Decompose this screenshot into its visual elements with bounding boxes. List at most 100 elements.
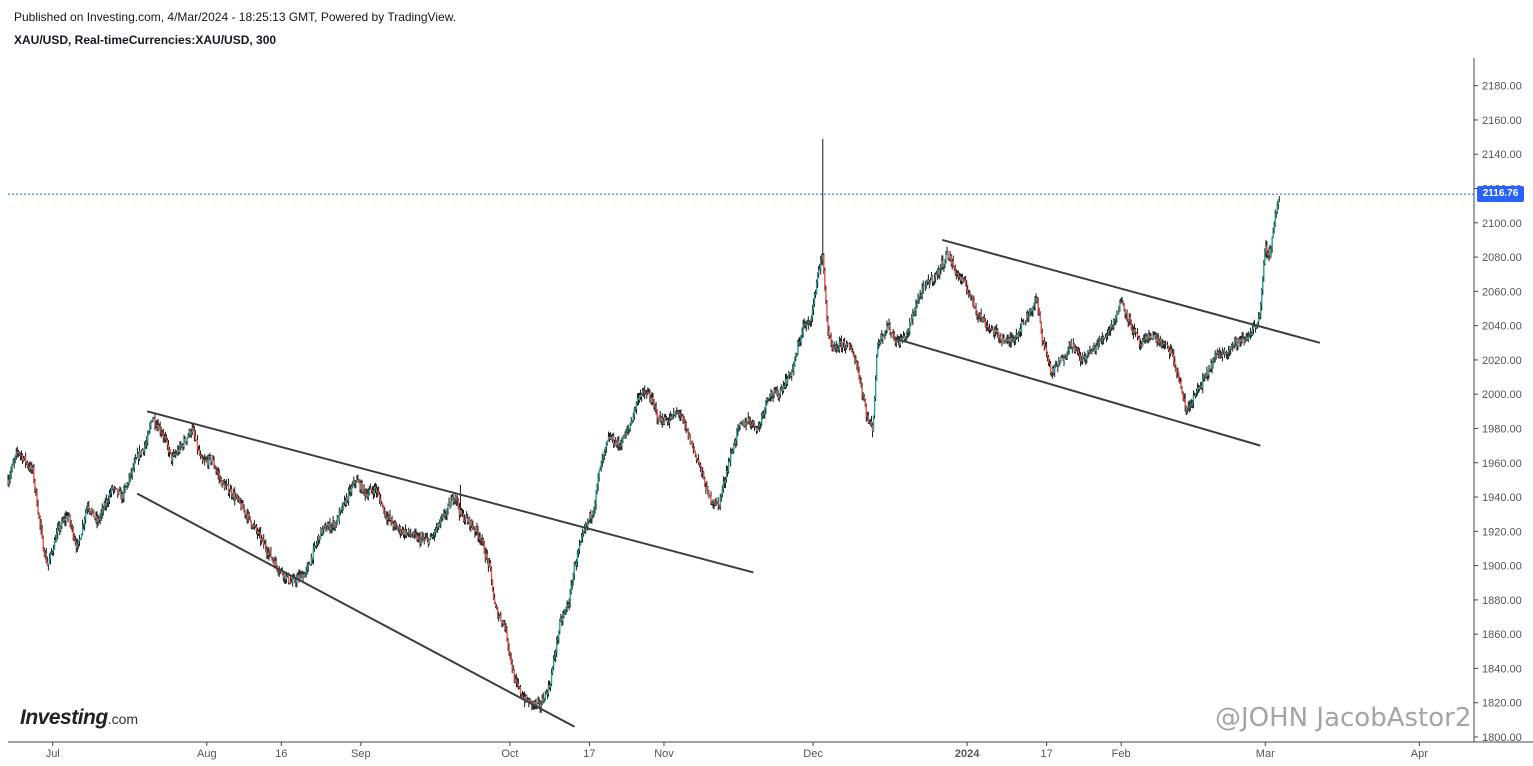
candle (577, 548, 580, 558)
candle-body (891, 332, 893, 334)
candle-body (545, 692, 548, 694)
candle-body (1021, 321, 1024, 323)
candle-body (125, 486, 127, 488)
candle-body (1227, 350, 1230, 354)
candle-body (980, 313, 982, 319)
candle-body (106, 500, 109, 503)
logo-brand: Investing (20, 706, 108, 729)
candle-body (126, 483, 128, 487)
candle-body (222, 480, 225, 484)
candle-body (567, 605, 569, 607)
candle (549, 682, 552, 692)
candle-body (541, 698, 543, 705)
candle-body (1151, 338, 1153, 340)
candle-body (608, 436, 611, 439)
candle (10, 466, 12, 480)
candle-body (1008, 338, 1010, 342)
candle (1115, 315, 1117, 326)
candle-body (162, 434, 164, 438)
candle (923, 285, 925, 287)
candle-body (74, 539, 76, 543)
candle (839, 338, 842, 347)
candle (98, 516, 100, 524)
candle (445, 510, 447, 520)
candle (739, 422, 741, 431)
candle (1035, 293, 1037, 304)
candle (548, 680, 551, 690)
candle-body (223, 483, 226, 489)
candle (999, 335, 1001, 344)
candle (312, 543, 315, 565)
candle (973, 296, 975, 309)
candle-body (421, 537, 423, 539)
candle (96, 511, 98, 529)
candle-body (425, 537, 427, 539)
candle (390, 517, 392, 526)
candle (596, 483, 598, 495)
candle-body (1070, 342, 1072, 348)
candle-body (1133, 329, 1136, 334)
candle (1180, 378, 1182, 389)
candle (974, 306, 976, 309)
candle (1012, 334, 1014, 343)
candle-body (1185, 406, 1187, 411)
symbol-title: XAU/USD, Real-timeCurrencies:XAU/USD, 30… (14, 33, 277, 47)
candle (1190, 398, 1193, 408)
candle-body (239, 498, 241, 503)
candle-body (514, 679, 517, 682)
candle-body (581, 533, 584, 538)
candle-body (723, 481, 726, 484)
candle-body (1224, 352, 1227, 355)
candle-body (341, 507, 344, 510)
candle-body (392, 523, 394, 527)
candle-body (428, 539, 431, 545)
candle-body (249, 515, 251, 521)
candle (658, 415, 660, 421)
candle-body (402, 529, 405, 535)
candle (512, 664, 514, 671)
candle-body (1267, 253, 1269, 256)
x-tick-label: Nov (654, 748, 674, 760)
candle-body (18, 452, 21, 455)
candle-body (1089, 350, 1091, 353)
candle-body (994, 329, 997, 332)
candle-body (49, 552, 52, 559)
candle-body (343, 500, 346, 503)
candle (1184, 393, 1186, 412)
candle-body (863, 396, 865, 402)
candle (902, 331, 905, 339)
candle-body (905, 332, 908, 337)
candle-body (729, 452, 732, 461)
candle (1224, 351, 1227, 356)
candle-body (975, 307, 977, 312)
candle (612, 432, 615, 449)
candle (283, 573, 286, 584)
candle (1195, 388, 1198, 397)
candle-body (369, 487, 372, 490)
candle (1074, 344, 1077, 354)
candle-body (992, 329, 995, 335)
candle-body (867, 415, 870, 423)
candle-body (1109, 324, 1112, 330)
candle-body (91, 510, 93, 514)
candle (779, 386, 782, 399)
candle (85, 505, 88, 514)
candle (747, 412, 749, 424)
candle (838, 336, 841, 354)
candle-body (287, 574, 290, 583)
candle-body (133, 462, 136, 469)
candle-body (315, 544, 318, 546)
candle-body (753, 421, 756, 427)
candle-body (1188, 405, 1190, 408)
candle-body (416, 534, 418, 541)
candle-body (169, 449, 172, 453)
candle-body (308, 563, 310, 565)
candle (126, 482, 128, 490)
candle-body (391, 518, 393, 524)
candle (105, 494, 108, 511)
candle (289, 576, 292, 585)
candle (250, 520, 252, 530)
candle (157, 419, 159, 432)
candle (20, 450, 23, 461)
